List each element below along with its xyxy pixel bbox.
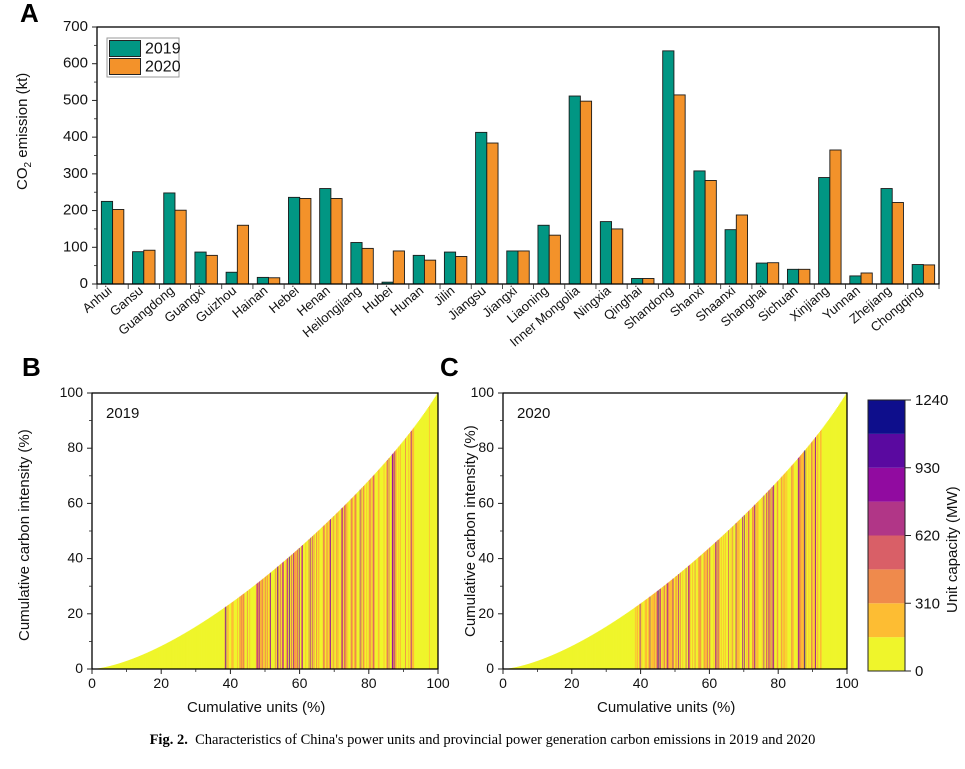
svg-text:400: 400 xyxy=(63,128,88,145)
svg-text:2019: 2019 xyxy=(106,405,139,422)
svg-text:700: 700 xyxy=(63,18,88,35)
svg-text:1240: 1240 xyxy=(915,392,948,409)
svg-text:0: 0 xyxy=(486,660,494,676)
svg-text:60: 60 xyxy=(702,675,718,691)
svg-text:40: 40 xyxy=(223,675,239,691)
svg-text:620: 620 xyxy=(915,528,940,545)
svg-text:80: 80 xyxy=(361,675,377,691)
svg-text:0: 0 xyxy=(80,275,88,292)
svg-text:930: 930 xyxy=(915,460,940,477)
svg-text:2020: 2020 xyxy=(517,405,550,422)
svg-text:60: 60 xyxy=(478,494,494,510)
svg-text:500: 500 xyxy=(63,91,88,108)
svg-text:300: 300 xyxy=(63,165,88,182)
svg-text:100: 100 xyxy=(426,675,450,691)
svg-text:80: 80 xyxy=(478,439,494,455)
svg-text:100: 100 xyxy=(835,675,859,691)
svg-text:2020: 2020 xyxy=(145,59,181,76)
svg-text:Hainan: Hainan xyxy=(229,283,270,321)
svg-text:80: 80 xyxy=(67,439,83,455)
svg-text:2019: 2019 xyxy=(145,41,181,58)
svg-text:600: 600 xyxy=(63,55,88,72)
svg-text:20: 20 xyxy=(67,605,83,621)
svg-text:100: 100 xyxy=(63,238,88,255)
svg-text:0: 0 xyxy=(88,675,96,691)
svg-text:0: 0 xyxy=(75,660,83,676)
svg-text:40: 40 xyxy=(633,675,649,691)
svg-text:60: 60 xyxy=(292,675,308,691)
svg-text:80: 80 xyxy=(770,675,786,691)
svg-text:20: 20 xyxy=(153,675,169,691)
svg-text:0: 0 xyxy=(915,663,923,680)
svg-text:40: 40 xyxy=(67,550,83,566)
svg-text:0: 0 xyxy=(499,675,507,691)
svg-text:20: 20 xyxy=(564,675,580,691)
svg-text:20: 20 xyxy=(478,605,494,621)
svg-text:60: 60 xyxy=(67,494,83,510)
svg-text:100: 100 xyxy=(471,384,495,400)
svg-text:40: 40 xyxy=(478,550,494,566)
svg-text:100: 100 xyxy=(60,384,84,400)
svg-text:Hunan: Hunan xyxy=(387,283,426,319)
svg-text:310: 310 xyxy=(915,595,940,612)
